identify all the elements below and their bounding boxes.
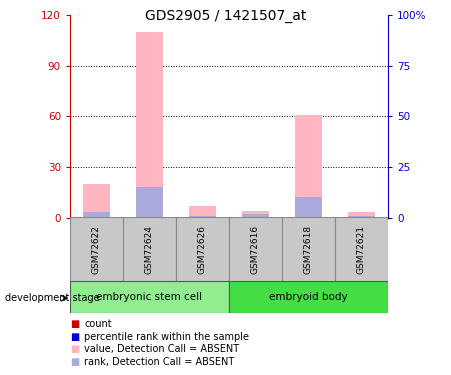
Bar (70, 217, 123, 281)
Bar (229, 281, 388, 313)
Text: rank, Detection Call = ABSENT: rank, Detection Call = ABSENT (84, 357, 235, 366)
Bar (123, 217, 176, 281)
Bar (295, 115, 322, 218)
Bar (348, 216, 375, 217)
Bar (136, 187, 163, 218)
Bar (83, 212, 110, 217)
Text: embryonic stem cell: embryonic stem cell (97, 292, 202, 302)
Bar (176, 217, 229, 281)
Bar (282, 217, 335, 281)
Bar (189, 216, 216, 217)
Bar (229, 217, 282, 281)
Bar (348, 212, 375, 217)
Text: GSM72616: GSM72616 (251, 225, 260, 274)
Bar (242, 214, 269, 217)
Bar (83, 184, 110, 218)
Text: embryoid body: embryoid body (269, 292, 348, 302)
Bar (295, 197, 322, 217)
Text: ■: ■ (70, 332, 79, 342)
Text: GSM72624: GSM72624 (145, 225, 154, 274)
Text: ■: ■ (70, 357, 79, 366)
Text: value, Detection Call = ABSENT: value, Detection Call = ABSENT (84, 344, 239, 354)
Text: development stage: development stage (5, 293, 99, 303)
Bar (136, 32, 163, 217)
Text: percentile rank within the sample: percentile rank within the sample (84, 332, 249, 342)
Text: count: count (84, 320, 112, 329)
Bar (70, 281, 229, 313)
Bar (242, 211, 269, 218)
Bar (189, 206, 216, 218)
Text: GSM72622: GSM72622 (92, 225, 101, 274)
Bar (335, 217, 388, 281)
Text: GSM72626: GSM72626 (198, 225, 207, 274)
Text: GSM72618: GSM72618 (304, 225, 313, 274)
Text: ■: ■ (70, 344, 79, 354)
Text: GDS2905 / 1421507_at: GDS2905 / 1421507_at (145, 9, 306, 23)
Text: GSM72621: GSM72621 (357, 225, 366, 274)
Text: ■: ■ (70, 320, 79, 329)
